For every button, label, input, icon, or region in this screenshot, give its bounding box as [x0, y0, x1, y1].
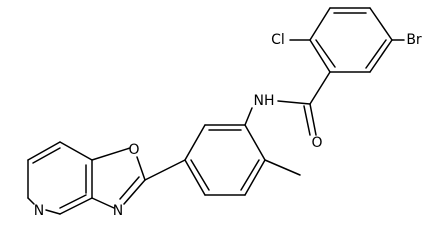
- atom-label: O: [311, 135, 322, 151]
- atom-label: N: [113, 203, 123, 219]
- bonds: [27, 7, 405, 215]
- atom-label: Cl: [271, 32, 285, 48]
- atom-label: O: [128, 142, 139, 158]
- atom-label: N: [34, 203, 44, 219]
- atom-label: NH: [254, 93, 275, 109]
- atom-label: Br: [406, 32, 422, 48]
- molecule: Cl Br NH O O N N: [27, 7, 422, 219]
